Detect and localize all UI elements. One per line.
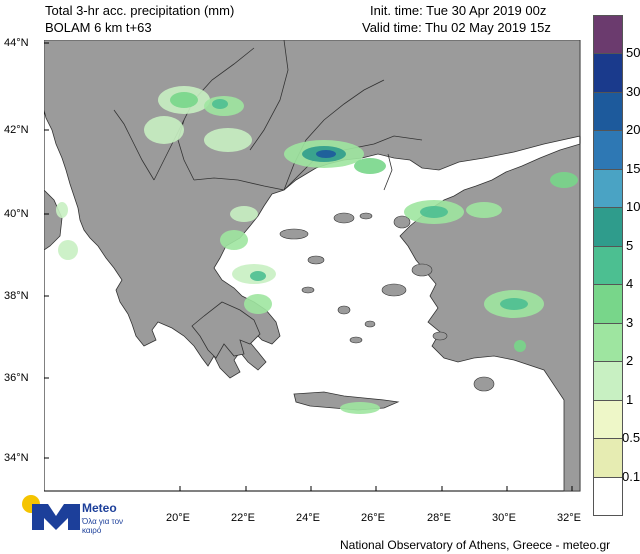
- precip-patch: [514, 340, 526, 352]
- colorbar-swatch: [593, 168, 623, 209]
- precip-patch: [212, 99, 228, 109]
- colorbar-swatch: [593, 91, 623, 132]
- precipitation-map: [44, 40, 581, 492]
- colorbar-swatch: [593, 284, 623, 324]
- colorbar-swatch: [593, 361, 623, 401]
- precip-patch: [204, 128, 252, 152]
- precip-patch: [230, 206, 258, 222]
- colorbar-label: 3: [626, 314, 634, 330]
- axis-ticks: [44, 42, 573, 491]
- m-icon: [32, 504, 80, 530]
- precip-patch: [550, 172, 578, 188]
- precip-patch: [56, 202, 68, 218]
- lon-label: 22°E: [231, 512, 255, 524]
- colorbar-label: 2: [626, 353, 634, 369]
- precip-patch: [500, 298, 528, 310]
- logo-name: Meteo: [82, 501, 117, 515]
- aegean-islands: [279, 212, 495, 392]
- lat-label: 34°N: [4, 452, 29, 464]
- precip-patch: [220, 230, 248, 250]
- precip-patch: [420, 206, 448, 218]
- precipitation-field: [56, 86, 578, 414]
- lat-label: 38°N: [4, 290, 29, 302]
- colorbar-swatch: [593, 438, 623, 478]
- precip-patch: [354, 158, 386, 174]
- lon-label: 32°E: [557, 512, 581, 524]
- lon-label: 30°E: [492, 512, 516, 524]
- title-line1: Total 3-hr acc. precipitation (mm): [45, 3, 235, 18]
- colorbar-swatch: [593, 399, 623, 440]
- precip-patch: [170, 92, 198, 108]
- peloponnese-land: [191, 301, 261, 359]
- lon-label: 28°E: [427, 512, 451, 524]
- precip-patch: [144, 116, 184, 144]
- lat-label: 42°N: [4, 124, 29, 136]
- lon-label: 26°E: [361, 512, 385, 524]
- lon-label: 24°E: [296, 512, 320, 524]
- precip-patch: [316, 150, 336, 158]
- colorbar-label: 15: [626, 160, 640, 176]
- colorbar-swatch: [593, 15, 623, 55]
- logo-tagline: Όλα για τον καιρό: [82, 517, 124, 535]
- lat-label: 44°N: [4, 37, 29, 49]
- precip-patch: [466, 202, 502, 218]
- italy-land: [44, 189, 63, 251]
- precip-patch: [250, 271, 266, 281]
- colorbar-swatch: [593, 245, 623, 286]
- precip-patch: [244, 294, 272, 314]
- valid-time: Valid time: Thu 02 May 2019 15z: [362, 20, 551, 35]
- colorbar-swatch: [593, 207, 623, 247]
- colorbar-label: 50: [626, 45, 640, 61]
- lon-label: 20°E: [166, 512, 190, 524]
- colorbar-label: 5: [626, 237, 634, 253]
- colorbar-label: 10: [626, 199, 640, 215]
- colorbar-swatch: [593, 130, 623, 170]
- colorbar-label: 4: [626, 276, 634, 292]
- colorbar-label: 1: [626, 391, 634, 407]
- title-line2: BOLAM 6 km t+63: [45, 20, 152, 35]
- colorbar-label: 0.1: [622, 468, 640, 484]
- precip-patch: [58, 240, 78, 260]
- lat-label: 40°N: [4, 208, 29, 220]
- colorbar-label: 20: [626, 122, 640, 138]
- colorbar-label: 0.5: [622, 430, 640, 446]
- colorbar-swatch: [593, 53, 623, 93]
- colorbar-swatch: [593, 322, 623, 363]
- credit-text: National Observatory of Athens, Greece -…: [340, 538, 611, 552]
- init-time: Init. time: Tue 30 Apr 2019 00z: [370, 3, 547, 18]
- lat-label: 36°N: [4, 372, 29, 384]
- meteo-logo: [22, 495, 80, 530]
- colorbar-label: 30: [626, 83, 640, 99]
- precip-patch: [340, 402, 380, 414]
- colorbar-swatch: [593, 476, 623, 516]
